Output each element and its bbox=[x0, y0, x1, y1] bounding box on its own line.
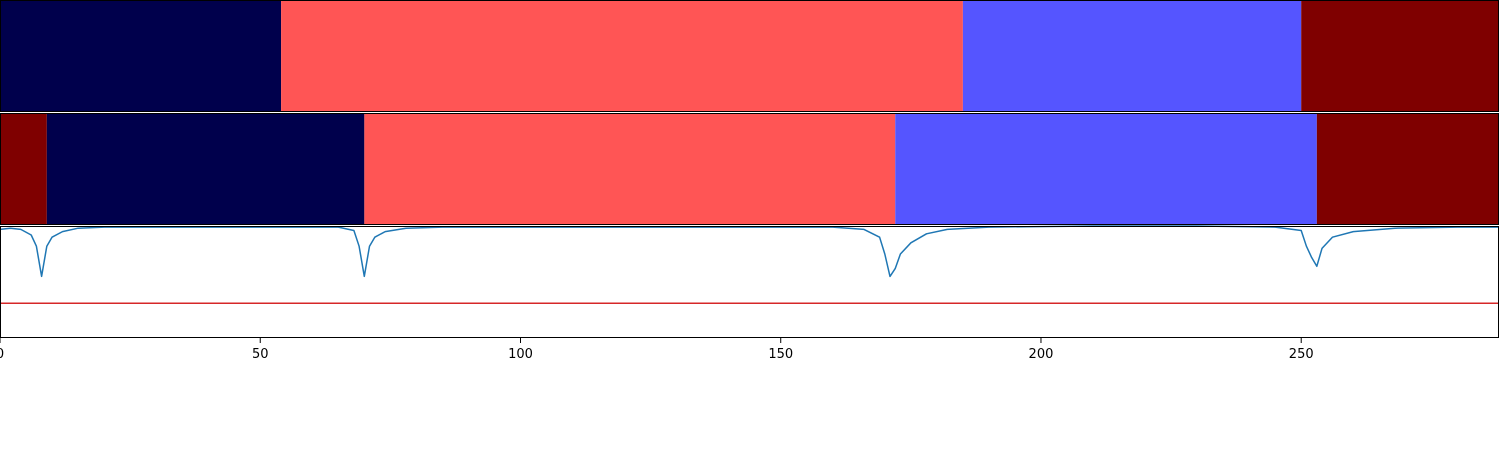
series-line-0 bbox=[0, 225, 1499, 278]
segment-1-3 bbox=[895, 113, 1317, 225]
segment-0-2 bbox=[962, 0, 1302, 112]
x-tick-label-0: 0 bbox=[0, 347, 4, 362]
segment-0-0 bbox=[0, 0, 282, 112]
x-tick-label-3: 150 bbox=[768, 347, 793, 362]
line-panel-background bbox=[0, 226, 1499, 338]
segmentation-panel-middle bbox=[0, 113, 1499, 225]
panel-frame-1 bbox=[0, 113, 1499, 225]
panel-frame-2 bbox=[0, 226, 1499, 338]
segment-1-0 bbox=[0, 113, 47, 225]
segment-0-1 bbox=[281, 0, 963, 112]
x-tick-label-5: 250 bbox=[1289, 347, 1314, 362]
x-tick-label-4: 200 bbox=[1029, 347, 1054, 362]
segment-1-4 bbox=[1316, 113, 1499, 225]
panel-frame-0 bbox=[0, 0, 1499, 112]
segment-1-1 bbox=[46, 113, 365, 225]
x-tick-label-2: 100 bbox=[508, 347, 533, 362]
x-axis: 0 50 100 150 200 250 bbox=[0, 338, 1314, 362]
probability-line-panel bbox=[0, 225, 1499, 338]
segment-1-2 bbox=[364, 113, 896, 225]
x-tick-label-1: 50 bbox=[252, 347, 269, 362]
segment-0-3 bbox=[1301, 0, 1499, 112]
segmentation-panel-top bbox=[0, 0, 1499, 112]
